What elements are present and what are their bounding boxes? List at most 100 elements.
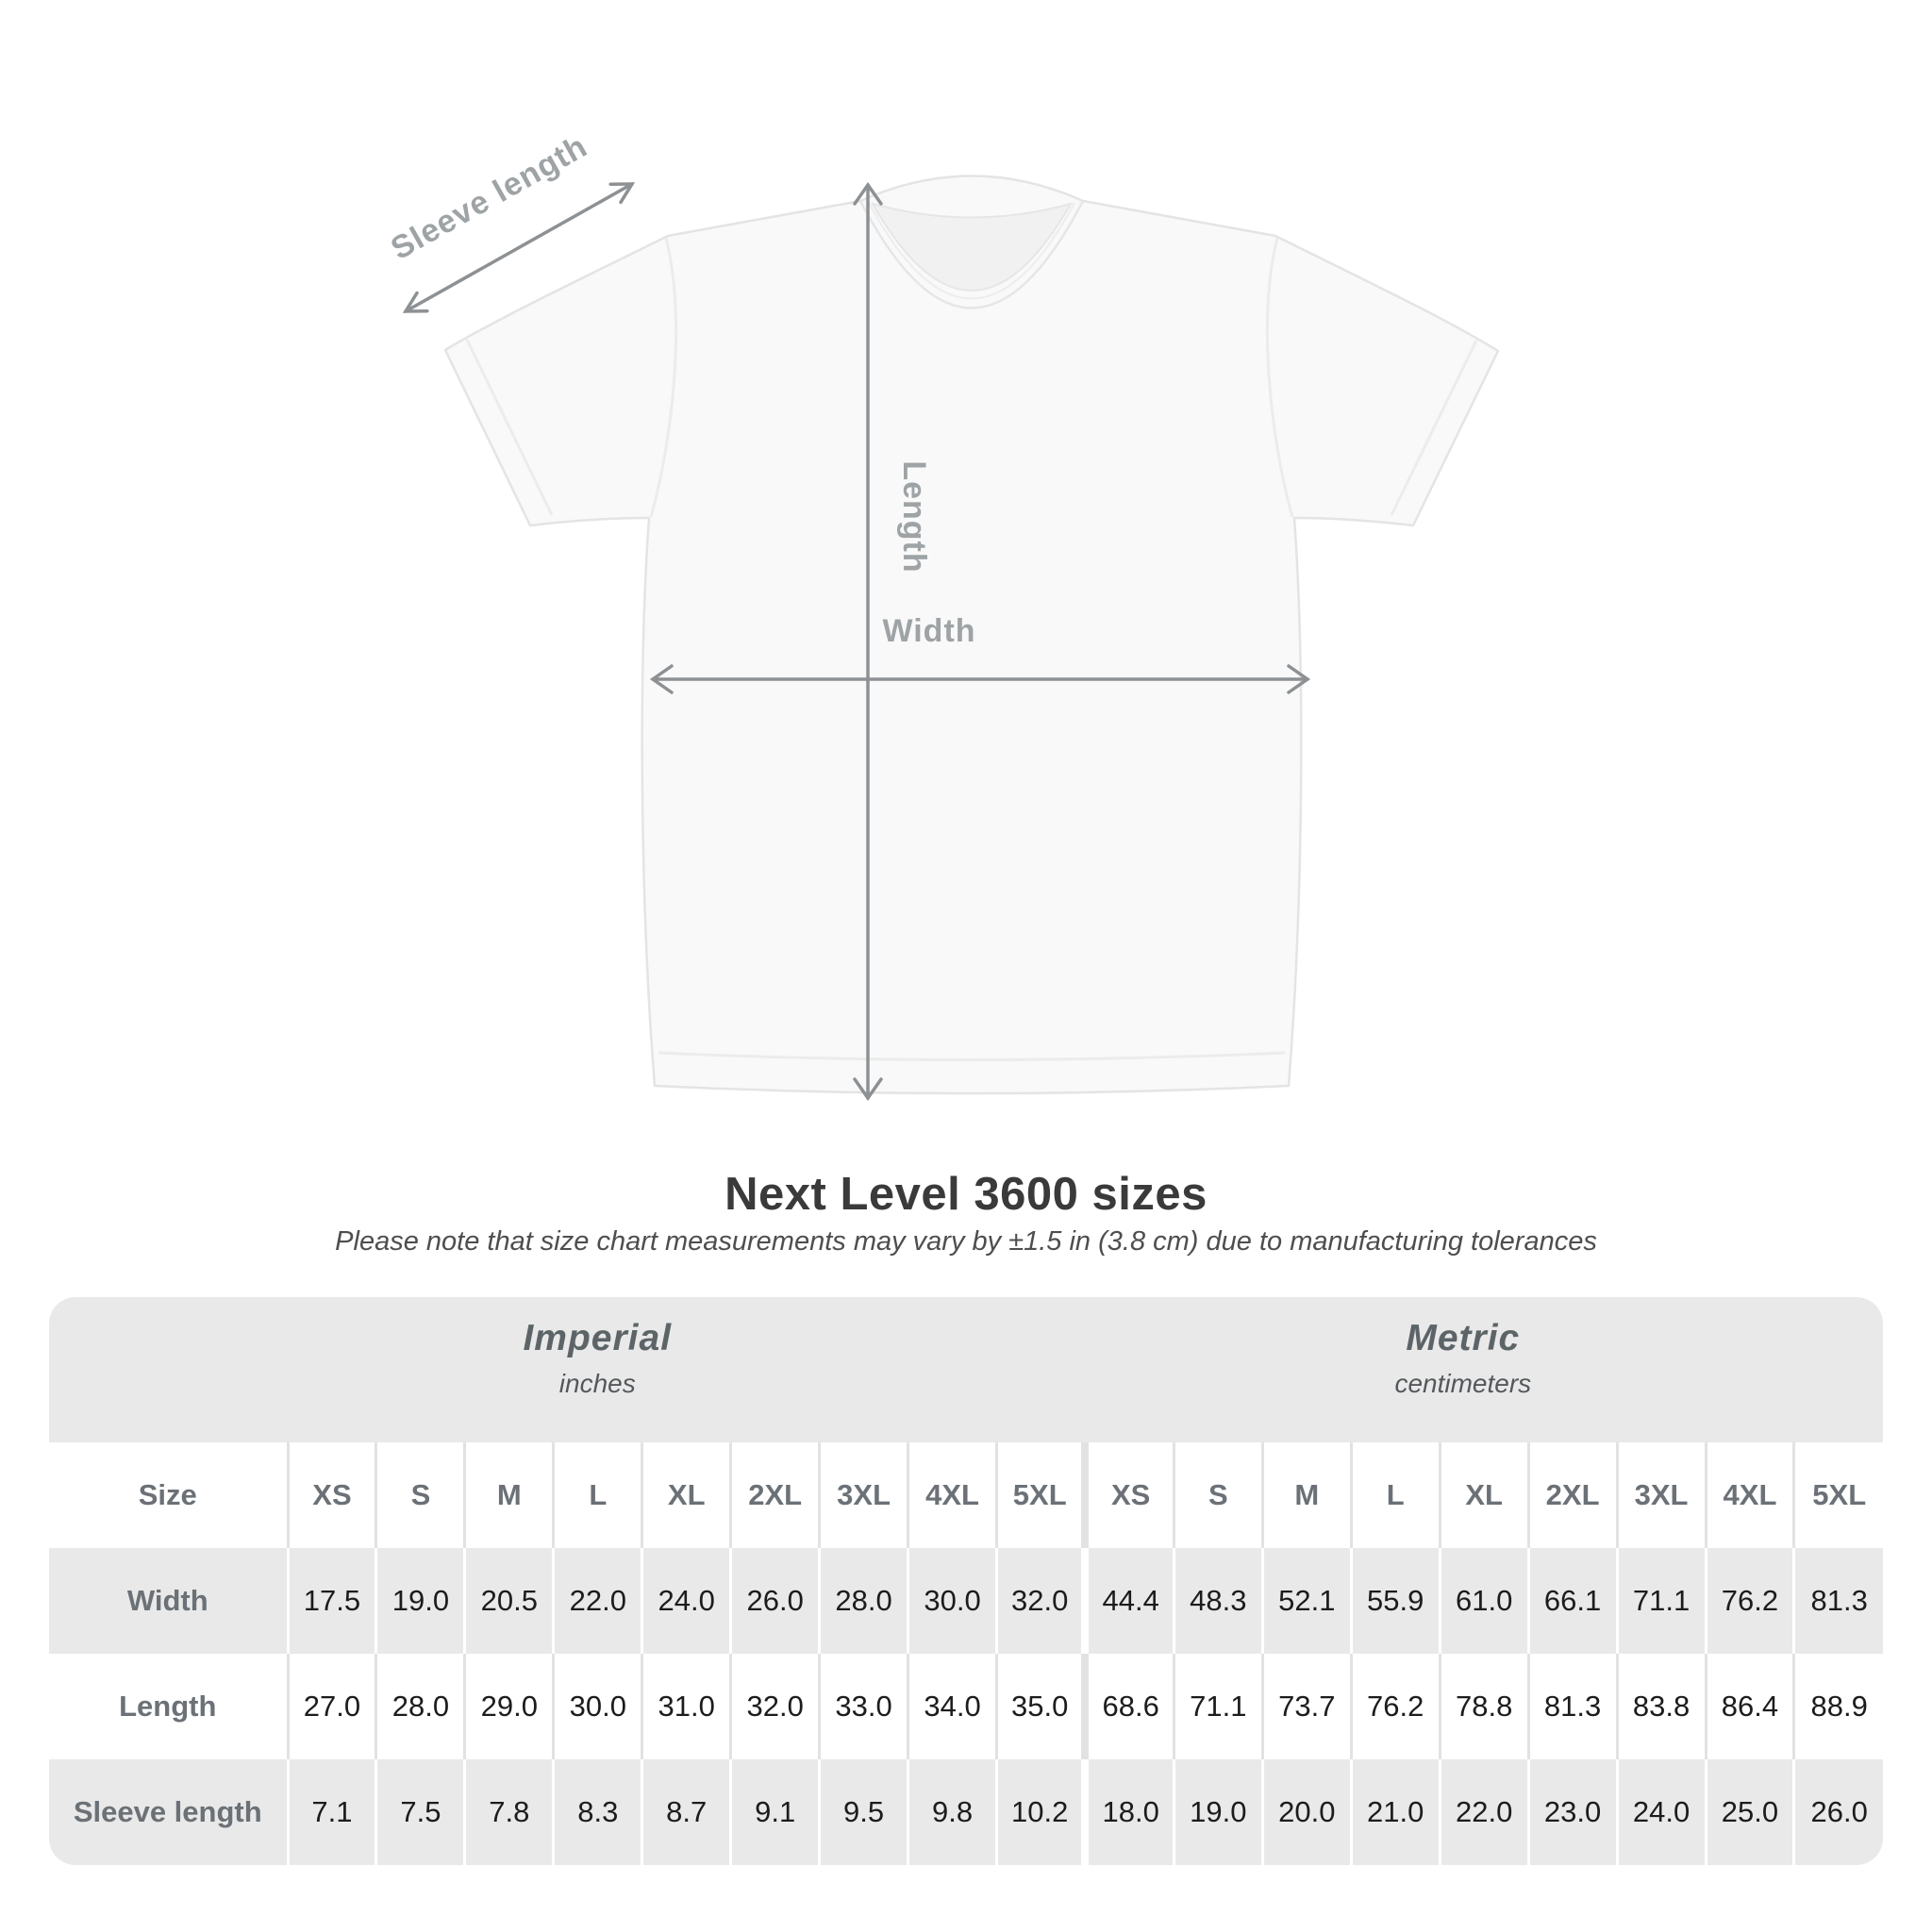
measurement-value: 7.8 <box>463 1759 554 1865</box>
size-column-header: 3XL <box>818 1442 908 1548</box>
measurement-value: 19.0 <box>375 1548 465 1654</box>
size-column-header: XL <box>1438 1442 1529 1548</box>
size-row-label: Size <box>49 1442 288 1548</box>
imperial-unit-label: inches <box>558 1369 636 1398</box>
measurement-value: 28.0 <box>818 1548 908 1654</box>
size-column-header: XS <box>286 1442 376 1548</box>
sleeve-length-arrow <box>402 182 636 313</box>
measurement-value: 30.0 <box>552 1654 642 1759</box>
measurement-value: 9.5 <box>818 1759 908 1865</box>
tshirt-graphic <box>443 175 1500 1095</box>
size-column-header: S <box>375 1442 465 1548</box>
measurement-value: 20.0 <box>1260 1759 1352 1865</box>
measurement-value: 32.0 <box>995 1548 1086 1654</box>
measurement-value: 24.0 <box>1615 1759 1706 1865</box>
size-column-header: M <box>463 1442 554 1548</box>
measurement-value: 73.7 <box>1260 1654 1352 1759</box>
measurement-value: 24.0 <box>641 1548 731 1654</box>
metric-label: Metric <box>1406 1318 1521 1358</box>
table-row: Size XS S M L XL 2XL 3XL 4XL 5XL XS S M L XL 2XL 3XL 4XL 5… <box>49 1442 1883 1548</box>
measurement-value: 27.0 <box>286 1654 376 1759</box>
size-column-header: 5XL <box>1792 1442 1883 1548</box>
size-column-header: XS <box>1081 1442 1174 1548</box>
table-row: Length 27.0 28.0 29.0 30.0 31.0 32.0 33.0 34.0 35… <box>49 1654 1883 1759</box>
measurement-arrows <box>402 181 1311 1102</box>
measurement-value: 52.1 <box>1260 1548 1352 1654</box>
size-column-header: 3XL <box>1615 1442 1706 1548</box>
measurement-value: 32.0 <box>729 1654 820 1759</box>
table-row: Width 17.5 19.0 20.5 22.0 24.0 26.0 28.0 30.0 32.… <box>49 1548 1883 1654</box>
measurement-value: 76.2 <box>1704 1548 1794 1654</box>
size-column-header: M <box>1260 1442 1352 1548</box>
measurement-value: 68.6 <box>1081 1654 1174 1759</box>
measurement-value: 7.1 <box>286 1759 376 1865</box>
measurement-value: 76.2 <box>1349 1654 1441 1759</box>
measurement-value: 71.1 <box>1172 1654 1263 1759</box>
measurement-value: 17.5 <box>286 1548 376 1654</box>
measurement-value: 86.4 <box>1704 1654 1794 1759</box>
measurement-row-label: Width <box>49 1548 288 1654</box>
measurement-value: 26.0 <box>729 1548 820 1654</box>
measurement-value: 25.0 <box>1704 1759 1794 1865</box>
measurement-row-label: Length <box>49 1654 288 1759</box>
measurement-value: 8.3 <box>552 1759 642 1865</box>
measurement-value: 22.0 <box>1438 1759 1529 1865</box>
measurement-value: 71.1 <box>1615 1548 1706 1654</box>
measurement-value: 33.0 <box>818 1654 908 1759</box>
measurement-value: 66.1 <box>1526 1548 1618 1654</box>
unit-header-band: Imperial inches Metric centimeters <box>49 1297 1883 1442</box>
measurement-row-label: Sleeve length <box>49 1759 288 1865</box>
size-column-header: XL <box>641 1442 731 1548</box>
measurement-value: 78.8 <box>1438 1654 1529 1759</box>
length-label: Length <box>896 460 932 573</box>
measurement-value: 22.0 <box>552 1548 642 1654</box>
measurement-value: 19.0 <box>1172 1759 1263 1865</box>
size-column-header: 2XL <box>1526 1442 1618 1548</box>
measurement-value: 55.9 <box>1349 1548 1441 1654</box>
length-arrow <box>853 181 883 1102</box>
imperial-section-header: Imperial inches <box>523 1318 672 1399</box>
page-title: Next Level 3600 sizes <box>724 1169 1208 1220</box>
measurement-value: 31.0 <box>641 1654 731 1759</box>
measurement-value: 30.0 <box>907 1548 997 1654</box>
size-column-header: 4XL <box>907 1442 997 1548</box>
imperial-label: Imperial <box>523 1318 673 1358</box>
measurement-value: 29.0 <box>463 1654 554 1759</box>
tolerance-note: Please note that size chart measurements… <box>335 1226 1597 1257</box>
tshirt-measurement-diagram: Sleeve length Length Width <box>385 128 1500 1102</box>
measurement-value: 7.5 <box>375 1759 465 1865</box>
size-column-header: 4XL <box>1704 1442 1794 1548</box>
measurement-value: 61.0 <box>1438 1548 1529 1654</box>
measurement-value: 83.8 <box>1615 1654 1706 1759</box>
measurement-value: 9.8 <box>907 1759 997 1865</box>
size-table: Size XS S M L XL 2XL 3XL 4XL 5XL XS S M L XL 2XL 3XL 4XL 5… <box>49 1442 1883 1865</box>
width-arrow <box>649 664 1311 694</box>
metric-unit-label: centimeters <box>1394 1369 1532 1398</box>
width-label: Width <box>882 613 975 649</box>
measurement-value: 35.0 <box>995 1654 1086 1759</box>
measurement-value: 23.0 <box>1526 1759 1618 1865</box>
measurement-value: 26.0 <box>1792 1759 1883 1865</box>
table-row: Sleeve length 7.1 7.5 7.8 8.3 8.7 9.1 9.5 9.8 10.… <box>49 1759 1883 1865</box>
measurement-value: 81.3 <box>1792 1548 1883 1654</box>
size-column-header: L <box>552 1442 642 1548</box>
measurement-value: 44.4 <box>1081 1548 1174 1654</box>
measurement-value: 21.0 <box>1349 1759 1441 1865</box>
measurement-value: 8.7 <box>641 1759 731 1865</box>
metric-section-header: Metric centimeters <box>1394 1318 1531 1399</box>
size-column-header: 2XL <box>729 1442 820 1548</box>
size-column-header: 5XL <box>995 1442 1086 1548</box>
measurement-value: 20.5 <box>463 1548 554 1654</box>
measurement-value: 81.3 <box>1526 1654 1618 1759</box>
measurement-value: 18.0 <box>1081 1759 1174 1865</box>
measurement-value: 34.0 <box>907 1654 997 1759</box>
measurement-value: 9.1 <box>729 1759 820 1865</box>
size-table-body: Size XS S M L XL 2XL 3XL 4XL 5XL XS S M L XL 2XL 3XL 4XL 5… <box>49 1442 1883 1865</box>
size-column-header: S <box>1172 1442 1263 1548</box>
size-column-header: L <box>1349 1442 1441 1548</box>
size-chart: Imperial inches Metric centimeters Size X… <box>49 1297 1883 1865</box>
sleeve-length-label: Sleeve length <box>385 128 593 267</box>
measurement-value: 28.0 <box>375 1654 465 1759</box>
measurement-value: 48.3 <box>1172 1548 1263 1654</box>
measurement-value: 88.9 <box>1792 1654 1883 1759</box>
